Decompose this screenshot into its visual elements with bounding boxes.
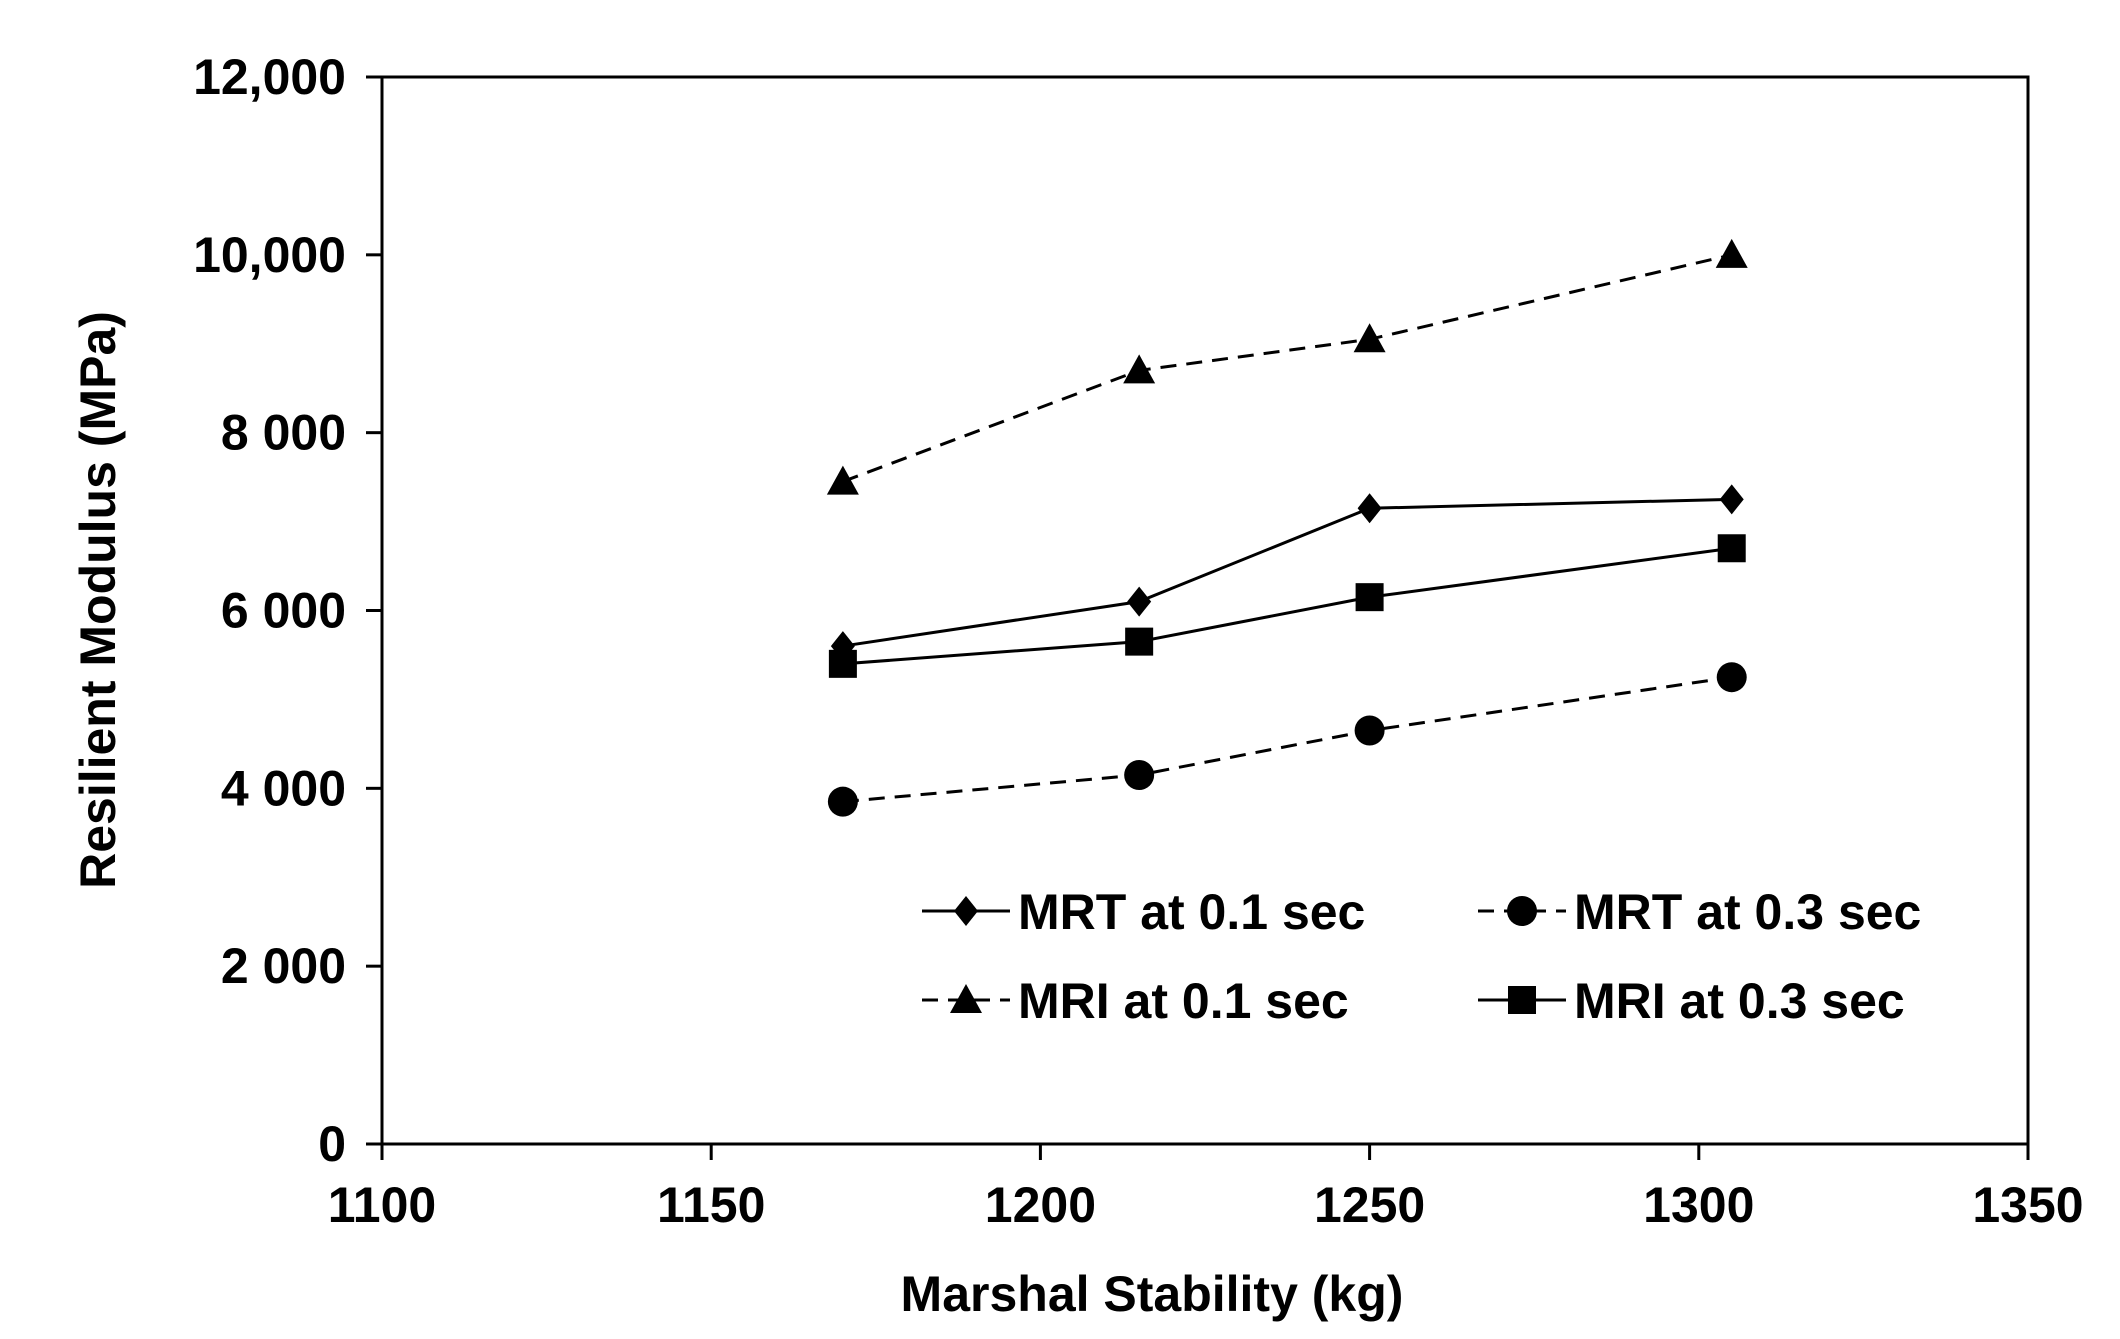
- data-point: [827, 786, 858, 817]
- data-point: [1716, 662, 1747, 693]
- data-point: [1124, 759, 1155, 790]
- legend-label: MRI at 0.3 sec: [1574, 973, 1905, 1029]
- x-axis-title: Marshal Stability (kg): [901, 1266, 1404, 1322]
- y-tick-label: 4 000: [221, 760, 346, 816]
- data-point: [1719, 484, 1744, 515]
- legend-marker: [1508, 986, 1536, 1014]
- legend-item-mri-at-0-1-sec: MRI at 0.1 sec: [922, 973, 1349, 1029]
- series-mri-at-0-1-sec: [826, 238, 1748, 495]
- series-line: [842, 546, 1732, 666]
- y-tick-label: 12,000: [193, 49, 346, 105]
- x-tick-label: 1150: [657, 1177, 765, 1233]
- x-tick-label: 1100: [328, 1177, 436, 1233]
- data-point: [828, 649, 857, 678]
- data-point: [1717, 534, 1746, 563]
- legend-item-mrt-at-0-3-sec: MRT at 0.3 sec: [1478, 884, 1921, 940]
- legend-item-mrt-at-0-1-sec: MRT at 0.1 sec: [922, 884, 1365, 940]
- legend-marker: [1507, 896, 1537, 926]
- series-mri-at-0-3-sec: [828, 534, 1746, 678]
- data-point: [1357, 493, 1382, 524]
- series-layer: [826, 238, 1748, 817]
- legend-marker: [950, 984, 982, 1013]
- x-axis: 1100 1150 1200 1250 1300 1350: [328, 1144, 2084, 1233]
- x-tick-label: 1200: [985, 1177, 1096, 1233]
- y-tick-label: 0: [318, 1116, 346, 1172]
- y-tick-label: 6 000: [221, 583, 346, 639]
- data-point: [1715, 238, 1748, 268]
- series-line: [842, 253, 1733, 483]
- data-point: [1123, 354, 1156, 384]
- data-point: [1355, 583, 1384, 612]
- legend: MRT at 0.1 sec MRT at 0.3 sec MRI at 0.1 s…: [922, 884, 1921, 1029]
- y-axis: 0 2 000 4 000 6 000 8 000 10,000 12,000: [193, 49, 382, 1172]
- legend-label: MRI at 0.1 sec: [1018, 973, 1349, 1029]
- y-tick-label: 8 000: [221, 405, 346, 461]
- series-line: [842, 675, 1732, 804]
- series-mrt-at-0-3-sec: [827, 662, 1747, 817]
- x-tick-label: 1300: [1643, 1177, 1754, 1233]
- legend-item-mri-at-0-3-sec: MRI at 0.3 sec: [1478, 973, 1905, 1029]
- data-point: [1125, 627, 1154, 656]
- data-point: [1353, 323, 1386, 353]
- x-tick-label: 1350: [1972, 1177, 2083, 1233]
- y-tick-label: 2 000: [221, 938, 346, 994]
- y-axis-title: Resilient Modulus (MPa): [70, 311, 126, 889]
- data-point: [1354, 715, 1385, 746]
- legend-label: MRT at 0.3 sec: [1574, 884, 1921, 940]
- legend-label: MRT at 0.1 sec: [1018, 884, 1365, 940]
- legend-marker: [954, 896, 978, 926]
- data-point: [826, 465, 859, 495]
- series-line: [842, 497, 1732, 648]
- y-tick-label: 10,000: [193, 227, 346, 283]
- data-point: [1127, 586, 1152, 617]
- series-mrt-at-0-1-sec: [830, 484, 1744, 662]
- x-tick-label: 1250: [1314, 1177, 1425, 1233]
